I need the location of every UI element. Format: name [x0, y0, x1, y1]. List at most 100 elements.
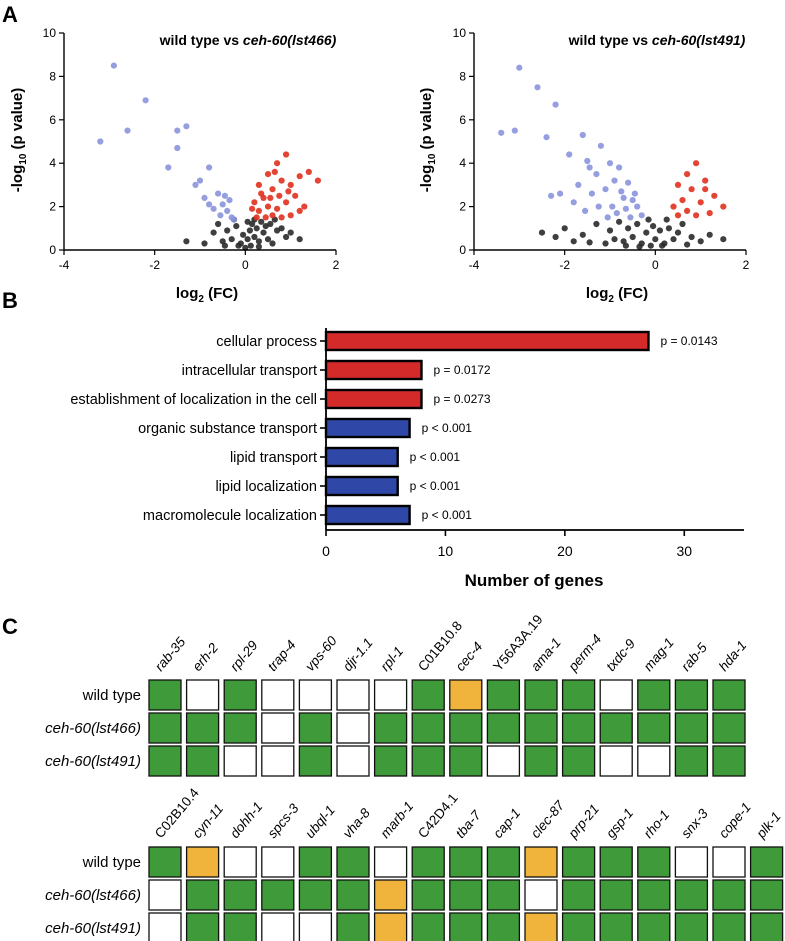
grid-cell	[148, 712, 182, 744]
gene-label: cec-4	[453, 639, 486, 674]
gene-label: plk-1	[753, 809, 784, 842]
grid-cell	[674, 879, 709, 911]
down-point	[219, 201, 226, 208]
grid-cell	[599, 846, 633, 878]
ns-point	[688, 233, 695, 241]
grid-cell	[637, 912, 671, 941]
grid-cell	[298, 846, 333, 878]
ns-point	[636, 243, 643, 250]
ns-point	[278, 225, 285, 232]
bar	[324, 446, 399, 468]
volcano-plot-lst466: wild type vs ceh-60(lst466) -4 -2 0 2 0 2 4 6 8 1…	[9, 26, 340, 305]
x-tick-label: -2	[559, 258, 570, 272]
up-point	[278, 214, 285, 221]
grid-cell	[185, 679, 220, 711]
grid-cell	[336, 712, 370, 744]
down-point	[604, 214, 611, 221]
ns-point	[260, 229, 267, 236]
grid-cell	[674, 679, 709, 711]
grid-cell	[712, 879, 746, 911]
grid-cell	[561, 712, 596, 744]
grid-cell	[261, 912, 295, 941]
up-point	[720, 203, 727, 210]
gene-label: cap-1	[490, 805, 523, 841]
y-tick-label: 8	[49, 69, 56, 83]
gene-label: vha-8	[340, 805, 374, 841]
row-label: ceh-60(lst466)	[45, 720, 141, 737]
ns-point	[720, 236, 727, 243]
down-point	[582, 207, 589, 214]
up-point	[287, 212, 294, 219]
up-point	[269, 186, 276, 193]
ns-point	[552, 233, 559, 241]
ns-point	[283, 233, 290, 241]
up-point	[253, 214, 260, 221]
gene-label: spcs-3	[265, 800, 302, 840]
down-point	[588, 190, 596, 197]
up-point	[274, 160, 281, 167]
up-point	[249, 205, 256, 212]
grid-cell	[674, 912, 709, 941]
grid-cell	[223, 912, 257, 941]
ns-point	[258, 218, 265, 225]
down-point	[616, 164, 623, 171]
x-tick-label: 0	[322, 543, 330, 559]
ns-point	[611, 236, 618, 243]
grid-cell	[373, 846, 408, 878]
x-tick-label: 0	[652, 258, 659, 272]
ns-point	[643, 229, 650, 236]
gene-label: rpl-1	[377, 644, 406, 674]
down-point	[618, 188, 625, 195]
ns-point	[670, 236, 677, 243]
down-point	[201, 194, 208, 201]
grid-cell	[449, 912, 483, 941]
up-point	[706, 210, 713, 217]
grid-cell	[449, 846, 483, 878]
bar	[324, 475, 399, 497]
ns-point	[659, 242, 666, 249]
up-point	[255, 207, 262, 214]
up-point	[269, 212, 276, 219]
up-point	[285, 188, 292, 195]
ns-point	[634, 220, 641, 228]
grid-cell	[449, 745, 483, 777]
grid-cell	[411, 679, 445, 711]
ns-point	[706, 231, 713, 238]
bar-category-label: lipid localization	[215, 479, 317, 495]
grid-cell	[148, 745, 182, 777]
grid-cell	[561, 912, 596, 941]
up-point	[267, 194, 274, 201]
down-point	[210, 205, 217, 212]
grid-cell	[261, 745, 295, 777]
bar-pvalue-label: p = 0.0273	[434, 392, 491, 406]
bars: cellular process p = 0.0143 intracellular …	[70, 330, 718, 526]
down-point	[611, 177, 618, 184]
x-tick-label: 20	[557, 543, 573, 559]
bar-pvalue-label: p = 0.0143	[660, 334, 717, 348]
y-tick-label: 10	[43, 26, 57, 40]
ns-point	[269, 240, 276, 247]
grid-cell	[486, 679, 521, 711]
down-point	[516, 64, 523, 71]
gene-label: trap-4	[265, 637, 299, 674]
row-label: ceh-60(lst466)	[45, 887, 141, 904]
down-point	[566, 151, 573, 158]
down-point	[552, 101, 559, 108]
y-tick-label: 6	[49, 113, 56, 127]
ns-point	[625, 225, 632, 232]
up-point	[674, 181, 682, 188]
up-point	[287, 181, 294, 188]
grid-cell	[223, 679, 257, 711]
grid-cell	[449, 712, 483, 744]
down-point	[192, 181, 199, 188]
ns-point	[656, 227, 664, 234]
grid-cell	[261, 879, 295, 911]
row-label: wild type	[82, 854, 141, 871]
grid-cell	[148, 879, 182, 911]
grid-cell	[298, 745, 333, 777]
grid-cell	[185, 745, 220, 777]
gene-label: cyn-11	[189, 801, 226, 841]
x-tick-label: 0	[242, 258, 249, 272]
down-point	[174, 127, 181, 134]
